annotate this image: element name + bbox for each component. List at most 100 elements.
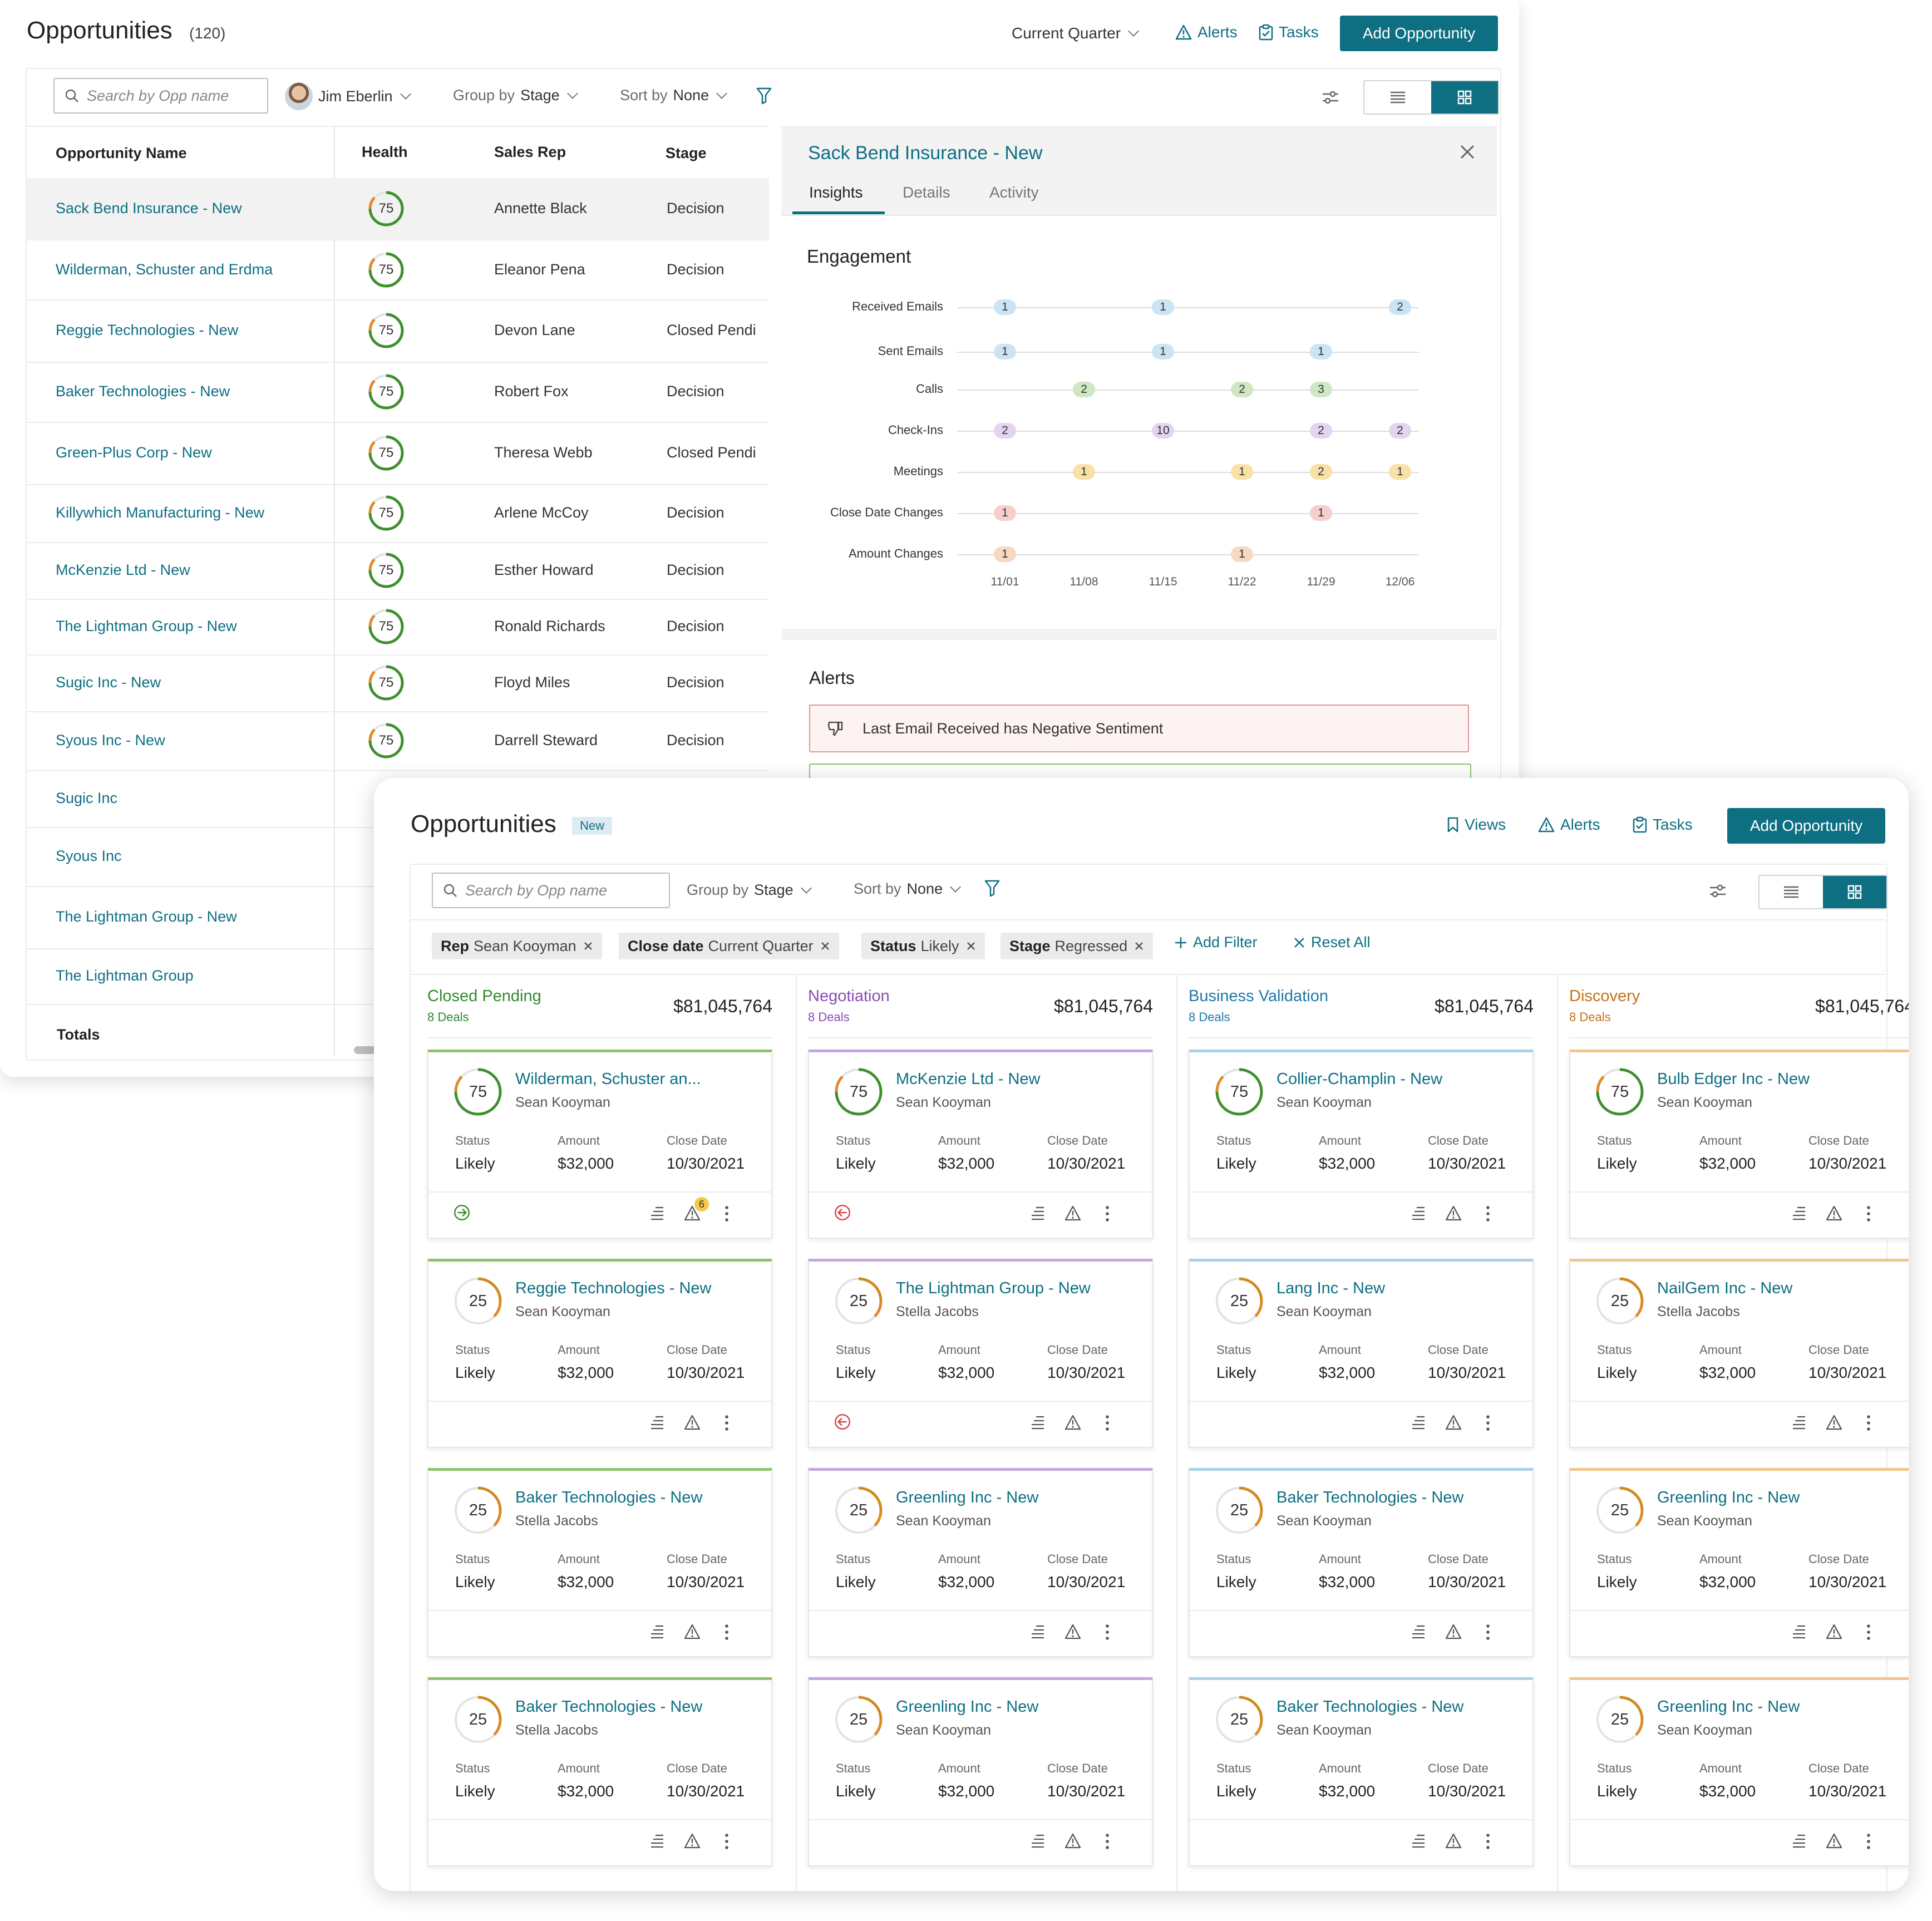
activity-list-icon[interactable] [1791,1414,1807,1434]
tasks-button[interactable]: Tasks [1259,23,1319,41]
alert-warning-icon[interactable] [1064,1414,1082,1434]
alert-warning-icon[interactable] [1445,1205,1462,1224]
card-title-link[interactable]: NailGem Inc - New [1657,1279,1793,1297]
tab-details[interactable]: Details [903,184,950,201]
opportunity-name-link[interactable]: Wilderman, Schuster and Erdma [56,261,273,278]
activity-list-icon[interactable] [1029,1205,1046,1224]
tasks-button[interactable]: Tasks [1633,816,1693,834]
close-icon[interactable] [583,941,593,951]
opportunity-card[interactable]: 25 Greenling Inc - New Sean Kooyman Status A… [808,1677,1153,1866]
opportunity-name-link[interactable]: Sugic Inc - New [56,674,161,691]
search-input[interactable]: Search by Opp name [53,78,268,114]
alert-warning-icon[interactable]: 6 [683,1197,709,1224]
card-title-link[interactable]: Greenling Inc - New [1657,1698,1800,1716]
alert-warning-icon[interactable] [1064,1205,1082,1224]
table-row[interactable]: The Lightman Group - New 75 Ronald Richard… [27,599,769,656]
engagement-point[interactable]: 1 [994,344,1016,359]
engagement-point[interactable]: 1 [1152,299,1174,315]
opportunity-card[interactable]: 25 Greenling Inc - New Sean Kooyman Status A… [1569,1677,1909,1866]
engagement-point[interactable]: 1 [1152,344,1174,359]
opportunity-card[interactable]: 25 Baker Technologies - New Stella Jacobs S… [427,1677,772,1866]
tab-insights[interactable]: Insights [809,184,863,201]
filter-chip[interactable]: Rep Sean Kooyman [432,933,602,959]
more-options-icon[interactable] [723,1833,730,1853]
activity-list-icon[interactable] [649,1205,666,1224]
card-title-link[interactable]: The Lightman Group - New [896,1279,1091,1297]
more-options-icon[interactable] [1865,1623,1872,1644]
card-title-link[interactable]: Baker Technologies - New [515,1698,703,1716]
activity-list-icon[interactable] [1410,1623,1427,1643]
more-options-icon[interactable] [1865,1833,1872,1853]
tab-activity[interactable]: Activity [989,184,1039,201]
card-title-link[interactable]: McKenzie Ltd - New [896,1070,1041,1088]
alert-warning-icon[interactable] [1445,1414,1462,1434]
engagement-point[interactable]: 2 [1310,464,1332,480]
engagement-point[interactable]: 1 [994,505,1016,521]
list-view-button[interactable] [1364,81,1431,114]
activity-list-icon[interactable] [1791,1833,1807,1852]
opportunity-card[interactable]: 25 Baker Technologies - New Sean Kooyman St… [1189,1677,1534,1866]
opportunity-card[interactable]: 25 Reggie Technologies - New Sean Kooyman S… [427,1259,772,1448]
opportunity-name-link[interactable]: Syous Inc [56,848,122,864]
table-row[interactable]: Sugic Inc - New 75 Floyd Miles Decision [27,654,769,712]
stage-advanced-icon[interactable] [453,1204,471,1224]
opportunity-card[interactable]: 25 The Lightman Group - New Stella Jacobs S… [808,1259,1153,1448]
alert-warning-icon[interactable] [683,1833,701,1852]
activity-list-icon[interactable] [1029,1623,1046,1643]
alert-warning-icon[interactable] [1064,1623,1082,1643]
more-options-icon[interactable] [1104,1205,1111,1225]
engagement-point[interactable]: 2 [1310,423,1332,439]
col-header-health[interactable]: Health [362,144,408,160]
settings-sliders-icon[interactable] [1321,89,1340,106]
alert-warning-icon[interactable] [1825,1414,1843,1434]
more-options-icon[interactable] [1485,1833,1491,1853]
card-title-link[interactable]: Greenling Inc - New [896,1698,1039,1716]
opportunity-card[interactable]: 75 Wilderman, Schuster an... Sean Kooyman S… [427,1050,772,1239]
filter-icon[interactable] [984,879,1000,897]
table-row[interactable]: Baker Technologies - New 75 Robert Fox Deci… [27,362,769,423]
more-options-icon[interactable] [1865,1414,1872,1435]
alerts-button[interactable]: Alerts [1538,816,1600,834]
card-title-link[interactable]: Greenling Inc - New [896,1489,1039,1506]
settings-sliders-icon[interactable] [1708,883,1727,899]
more-options-icon[interactable] [1485,1414,1491,1435]
reset-all-button[interactable]: Reset All [1293,934,1371,951]
engagement-point[interactable]: 2 [1389,423,1411,439]
activity-list-icon[interactable] [649,1414,666,1434]
sort-by-dropdown[interactable]: Sort by None [854,880,961,898]
close-icon[interactable] [966,941,976,951]
card-title-link[interactable]: Baker Technologies - New [1276,1698,1464,1716]
engagement-point[interactable]: 3 [1310,382,1332,397]
close-icon[interactable] [1459,144,1476,160]
opportunity-name-link[interactable]: The Lightman Group [56,967,194,984]
engagement-point[interactable]: 1 [1310,344,1332,359]
more-options-icon[interactable] [723,1414,730,1435]
more-options-icon[interactable] [1865,1205,1872,1225]
more-options-icon[interactable] [1485,1205,1491,1225]
alert-warning-icon[interactable] [683,1414,701,1434]
table-row[interactable]: Reggie Technologies - New 75 Devon Lane Clo… [27,299,769,363]
search-input[interactable]: Search by Opp name [432,873,670,908]
more-options-icon[interactable] [1104,1414,1111,1435]
alert-warning-icon[interactable] [1825,1623,1843,1643]
opportunity-card[interactable]: 75 Bulb Edger Inc - New Sean Kooyman Status… [1569,1050,1909,1239]
activity-list-icon[interactable] [1410,1205,1427,1224]
opportunity-card[interactable]: 25 Baker Technologies - New Stella Jacobs S… [427,1468,772,1657]
filter-chip[interactable]: Stage Regressed [1000,933,1154,959]
engagement-point[interactable]: 1 [994,546,1016,562]
engagement-point[interactable]: 1 [1389,464,1411,480]
opportunity-name-link[interactable]: Baker Technologies - New [56,383,230,400]
activity-list-icon[interactable] [1791,1623,1807,1643]
activity-list-icon[interactable] [1029,1414,1046,1434]
activity-list-icon[interactable] [649,1833,666,1852]
opportunity-name-link[interactable]: Sugic Inc [56,790,118,806]
opportunity-card[interactable]: 75 Collier-Champlin - New Sean Kooyman Stat… [1189,1050,1534,1239]
opportunity-card[interactable]: 25 Greenling Inc - New Sean Kooyman Status A… [1569,1468,1909,1657]
activity-list-icon[interactable] [1410,1833,1427,1852]
stage-regressed-icon[interactable] [834,1413,851,1434]
engagement-point[interactable]: 1 [1231,464,1253,480]
col-header-rep[interactable]: Sales Rep [494,144,566,160]
engagement-point[interactable]: 1 [1073,464,1095,480]
engagement-point[interactable]: 2 [994,423,1016,439]
table-row[interactable]: McKenzie Ltd - New 75 Esther Howard Decisio… [27,542,769,600]
